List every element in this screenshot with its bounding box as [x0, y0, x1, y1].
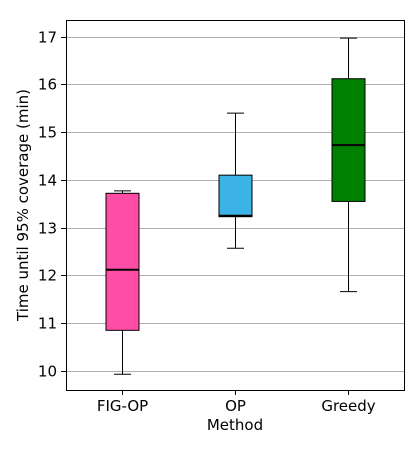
y-tick-label: 14 [38, 172, 57, 190]
x-tick-label: Greedy [321, 397, 375, 415]
y-tick-label: 13 [38, 220, 57, 238]
box-group [331, 37, 366, 293]
y-tick-label: 10 [38, 363, 57, 381]
y-tick-label: 15 [38, 124, 57, 142]
box-iqr [105, 192, 140, 331]
box-group [218, 112, 253, 249]
y-axis-label: Time until 95% coverage (min) [14, 89, 32, 322]
box-group [105, 190, 140, 375]
x-tick-label: OP [225, 397, 246, 415]
y-tick-label: 12 [38, 267, 57, 285]
y-tick-label: 16 [38, 76, 57, 94]
boxes [105, 37, 366, 375]
box-iqr [218, 174, 253, 218]
x-tick-label: FIG-OP [97, 397, 148, 415]
y-tick-label: 17 [38, 29, 57, 47]
y-tick-label: 11 [38, 315, 57, 333]
axis-ticks: 10 11 12 13 14 15 16 17 FIG-OP OP Greedy [38, 29, 376, 416]
box-iqr [331, 78, 366, 202]
x-axis-label: Method [207, 416, 263, 434]
